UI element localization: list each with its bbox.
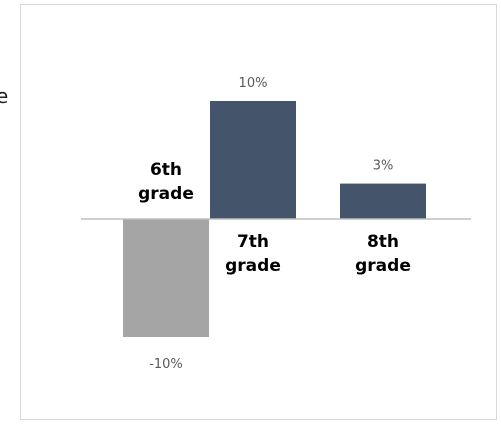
bar-2 — [340, 183, 426, 219]
category-label-1-line-1: grade — [225, 256, 281, 276]
data-label-2: 3% — [373, 159, 394, 174]
category-label-0-line-0: 6th — [150, 160, 182, 180]
cropped-edge-text: e — [0, 84, 9, 108]
data-label-1: 10% — [239, 76, 268, 91]
bar-1 — [210, 101, 296, 219]
category-label-0-line-1: grade — [138, 184, 194, 204]
bar-chart: -10% 6th grade 10% 7th grade 3% 8th grade — [81, 76, 471, 372]
category-label-1-line-0: 7th — [237, 232, 269, 252]
category-label-2-line-1: grade — [355, 256, 411, 276]
data-label-0: -10% — [149, 357, 183, 372]
chart-area: -10% 6th grade 10% 7th grade 3% 8th grade — [20, 4, 497, 420]
category-label-2-line-0: 8th — [367, 232, 399, 252]
bar-0 — [123, 219, 209, 337]
